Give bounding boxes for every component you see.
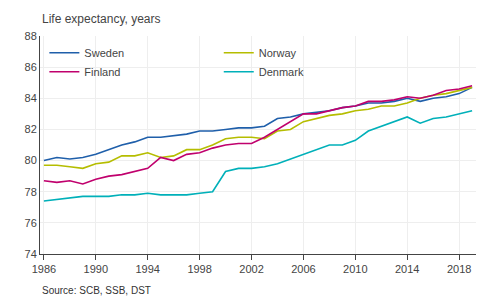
- svg-text:2014: 2014: [395, 263, 419, 275]
- svg-text:Sweden: Sweden: [84, 47, 124, 59]
- svg-text:Life expectancy, years: Life expectancy, years: [42, 12, 161, 26]
- svg-text:Denmark: Denmark: [259, 66, 304, 78]
- svg-text:82: 82: [25, 123, 37, 135]
- svg-text:1990: 1990: [84, 263, 108, 275]
- svg-text:1998: 1998: [187, 263, 211, 275]
- svg-text:Finland: Finland: [84, 66, 120, 78]
- svg-text:2018: 2018: [447, 263, 471, 275]
- svg-text:84: 84: [25, 92, 37, 104]
- svg-text:1994: 1994: [135, 263, 159, 275]
- svg-text:78: 78: [25, 186, 37, 198]
- svg-text:2006: 2006: [291, 263, 315, 275]
- svg-text:Source: SCB, SSB, DST: Source: SCB, SSB, DST: [42, 285, 151, 296]
- svg-text:2002: 2002: [239, 263, 263, 275]
- svg-text:76: 76: [25, 217, 37, 229]
- svg-text:86: 86: [25, 61, 37, 73]
- svg-text:88: 88: [25, 30, 37, 42]
- svg-text:2010: 2010: [343, 263, 367, 275]
- svg-text:74: 74: [25, 248, 37, 260]
- svg-text:80: 80: [25, 154, 37, 166]
- svg-text:Norway: Norway: [259, 47, 297, 59]
- svg-text:1986: 1986: [32, 263, 56, 275]
